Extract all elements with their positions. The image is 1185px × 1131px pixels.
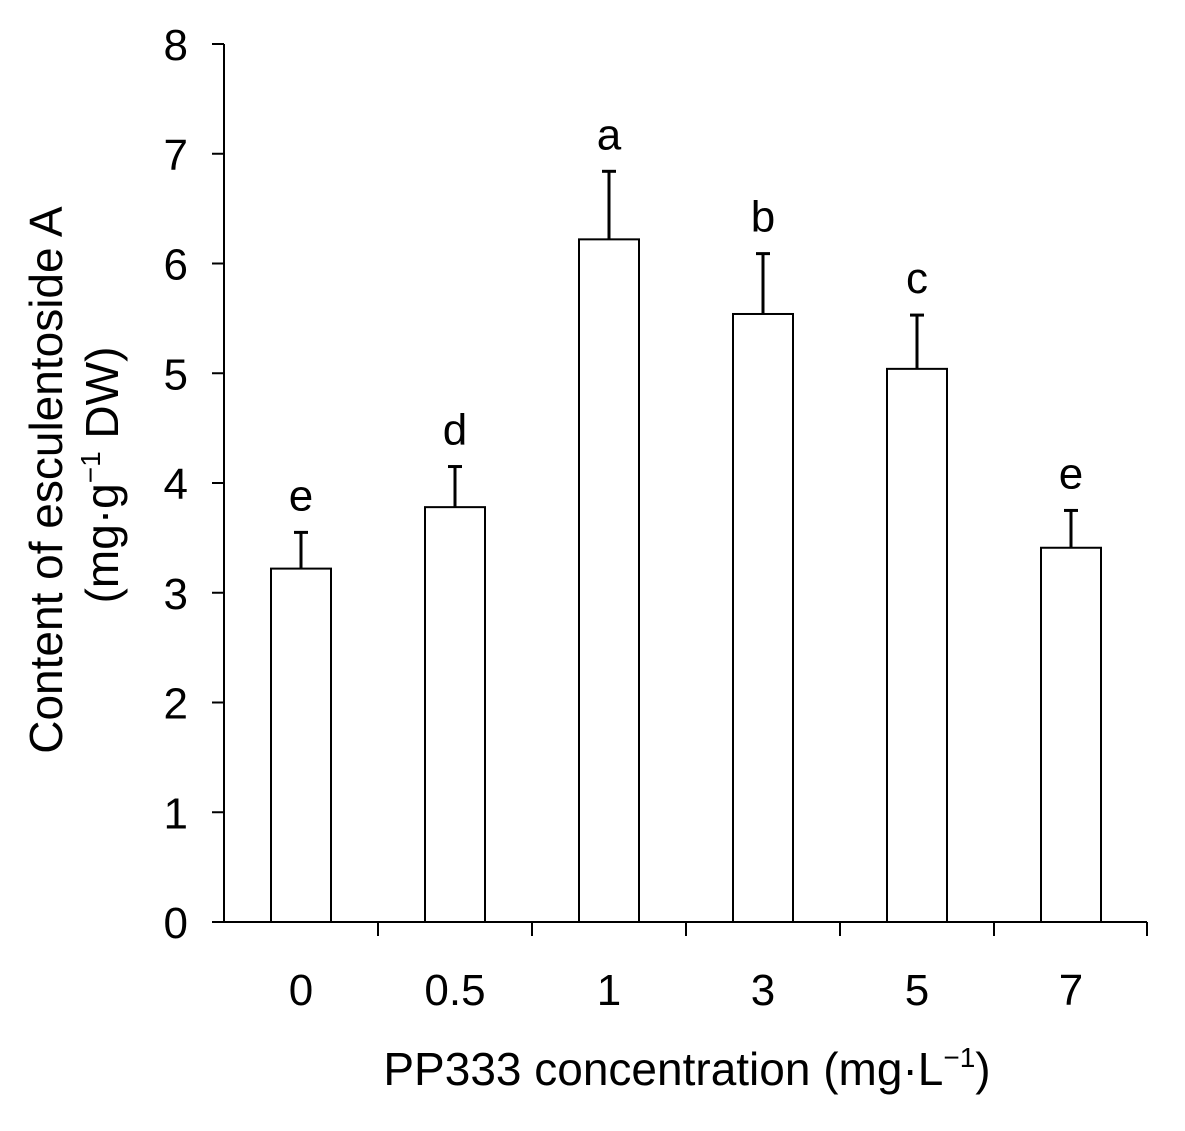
bar — [424, 506, 486, 923]
y-tick-label: 6 — [164, 241, 188, 290]
y-tick-label: 2 — [164, 680, 188, 729]
y-axis-label-suffix: DW) — [76, 347, 128, 452]
x-tick-label: 0.5 — [424, 966, 485, 1015]
y-tick-label: 1 — [164, 789, 188, 838]
x-axis-label-text: PP333 concentration (mg·L — [383, 1043, 943, 1095]
y-tick-label: 3 — [164, 570, 188, 619]
significance-letter: d — [443, 406, 467, 455]
x-tick-label: 1 — [597, 966, 621, 1015]
bars: e d a b c e — [270, 110, 1102, 924]
y-tick-label: 5 — [164, 350, 188, 399]
significance-letter: b — [751, 193, 775, 242]
x-axis-label: PP333 concentration (mg·L−1) — [383, 1042, 990, 1095]
bar — [578, 238, 640, 924]
y-tick-label: 8 — [164, 21, 188, 70]
bar — [886, 367, 948, 923]
x-ticks: 0 0.5 1 3 5 7 — [289, 922, 1148, 1015]
y-tick-label: 0 — [164, 899, 188, 948]
y-axis-label-superscript: −1 — [75, 451, 106, 483]
x-tick-label: 7 — [1059, 966, 1083, 1015]
y-tick-label: 4 — [164, 460, 188, 509]
significance-letter: e — [289, 471, 313, 520]
bar — [732, 312, 794, 923]
bar — [1040, 546, 1102, 923]
y-axis-label-line1: Content of esculentoside A — [20, 206, 72, 754]
significance-letter: e — [1059, 449, 1083, 498]
significance-letter: a — [597, 110, 622, 159]
y-axis-label-line2: (mg·g−1 DW) — [75, 347, 128, 604]
x-axis-label-superscript: −1 — [943, 1042, 975, 1073]
x-tick-label: 0 — [289, 966, 313, 1015]
x-tick-label: 3 — [751, 966, 775, 1015]
y-ticks: 0 1 2 3 4 5 6 7 8 — [164, 21, 224, 948]
significance-letter: c — [906, 254, 928, 303]
x-tick-label: 5 — [905, 966, 929, 1015]
y-tick-label: 7 — [164, 131, 188, 180]
bar — [270, 567, 332, 923]
plot-area: 0 1 2 3 4 5 6 7 8 0 0.5 1 3 5 7 e d a b c e — [164, 21, 1148, 1015]
y-axis-label-unit: (mg·g — [76, 483, 128, 603]
x-axis-label-suffix: ) — [975, 1043, 990, 1095]
y-axis-label: Content of esculentoside A (mg·g−1 DW) — [20, 196, 128, 754]
